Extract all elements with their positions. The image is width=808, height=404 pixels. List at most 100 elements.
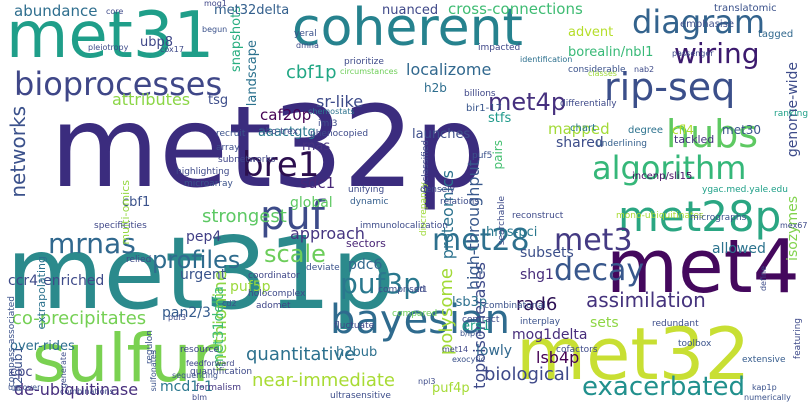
word: sulfur xyxy=(32,320,219,397)
word: mcd1-1 xyxy=(160,379,214,395)
word: ygac.med.yale.edu xyxy=(702,185,788,195)
word: shg1 xyxy=(520,267,554,283)
word: contract xyxy=(462,315,500,325)
word: bre1 xyxy=(242,145,320,185)
word: degree xyxy=(628,125,664,136)
word: adomet xyxy=(256,301,291,311)
word: pan2/3 xyxy=(162,305,211,321)
word: micrographs xyxy=(690,213,747,223)
word: nab2 xyxy=(634,65,655,74)
word: borealin/nbl1 xyxy=(568,45,654,60)
word: pdc6 xyxy=(348,257,383,273)
word: met32p xyxy=(50,83,486,213)
word: strongest xyxy=(202,206,287,227)
word: sr-like xyxy=(316,92,364,111)
word: billions xyxy=(464,89,496,99)
word: combinatorial xyxy=(484,301,546,311)
word: global xyxy=(290,195,333,211)
word: lsb4p xyxy=(536,348,580,367)
word: co-precipitates xyxy=(12,308,147,329)
word: multi-omics xyxy=(119,180,132,245)
word: tho-trex xyxy=(262,127,298,137)
word: h2bub xyxy=(336,345,378,360)
word: met3 xyxy=(554,223,633,258)
word: ccr4-enriched xyxy=(8,273,105,289)
word: define xyxy=(759,266,768,292)
word: blm xyxy=(192,393,208,402)
word: met28 xyxy=(432,223,530,258)
word: met30 xyxy=(722,123,762,137)
word: coherent xyxy=(292,0,523,58)
word: allowed xyxy=(712,241,766,257)
word: formalism xyxy=(196,383,241,393)
word: rif1 xyxy=(414,285,428,294)
word: profiles xyxy=(152,246,241,274)
word: attributes xyxy=(112,90,191,109)
word: biological xyxy=(484,364,570,385)
word: tackled xyxy=(674,133,715,146)
word: rad6 xyxy=(516,294,558,315)
word: cbf1p xyxy=(286,62,337,83)
word: reconstruct xyxy=(512,211,564,221)
word: scale xyxy=(264,240,326,268)
word: puf xyxy=(260,193,325,239)
word: algorithm xyxy=(592,149,747,187)
word: begun xyxy=(202,25,228,34)
word: kap1p xyxy=(752,383,777,392)
word: puf3 xyxy=(168,313,187,322)
word: met4 xyxy=(606,224,800,310)
word: landscape xyxy=(245,40,260,107)
word: stfs xyxy=(488,111,512,126)
word: exocytic xyxy=(452,355,486,364)
word: abundance xyxy=(14,2,98,20)
word: met4p xyxy=(488,88,567,116)
word: underlining xyxy=(596,139,647,149)
word: circumstances xyxy=(340,67,398,76)
word: advent xyxy=(568,25,614,40)
word: met31 xyxy=(6,0,215,73)
word: met28p xyxy=(618,192,782,241)
word: approach xyxy=(290,224,365,243)
word: feedforward xyxy=(186,359,235,368)
word: mapped xyxy=(548,120,610,138)
word: coordinator xyxy=(248,271,300,281)
word: puf3p xyxy=(340,267,421,300)
word: puf5 xyxy=(472,151,493,161)
word: tsg xyxy=(208,93,229,108)
word: mrnas xyxy=(48,227,136,260)
word: compared xyxy=(392,309,438,319)
word: core xyxy=(106,7,124,16)
word: unifying xyxy=(348,185,385,195)
word: phenocopied xyxy=(310,129,369,139)
word: holocomplex xyxy=(248,289,306,299)
word: mono-ubiquitinates xyxy=(616,211,704,221)
word: translatomic xyxy=(714,3,777,14)
word: tagged xyxy=(758,29,794,40)
word: chart xyxy=(570,123,596,134)
word: polysome xyxy=(436,268,457,356)
word: microarray xyxy=(184,179,233,189)
word: puf5p xyxy=(230,279,271,295)
word: mog1delta xyxy=(512,327,588,343)
word: cd2 xyxy=(222,299,237,308)
word: mex67 xyxy=(780,221,808,230)
word: uncover xyxy=(8,383,41,392)
word: subnetworks xyxy=(218,155,276,165)
word: cox17 xyxy=(160,45,184,54)
word: ultrasensitive xyxy=(330,391,391,401)
word: ranking xyxy=(774,109,808,119)
word: recruit xyxy=(216,129,246,139)
word: extrapolating xyxy=(35,256,48,330)
word: networks xyxy=(6,106,30,198)
word: comprised xyxy=(378,285,426,295)
word: passenger xyxy=(672,49,714,58)
word: lsb3p xyxy=(452,295,488,310)
word: wiring xyxy=(674,37,760,70)
word: urgent xyxy=(180,267,227,283)
word: toolbox xyxy=(678,339,712,349)
word: generate xyxy=(59,352,68,389)
word: searchable xyxy=(497,196,507,246)
word: highlighting xyxy=(176,167,230,177)
word: pairs xyxy=(491,140,505,170)
word: localizome xyxy=(406,60,492,79)
